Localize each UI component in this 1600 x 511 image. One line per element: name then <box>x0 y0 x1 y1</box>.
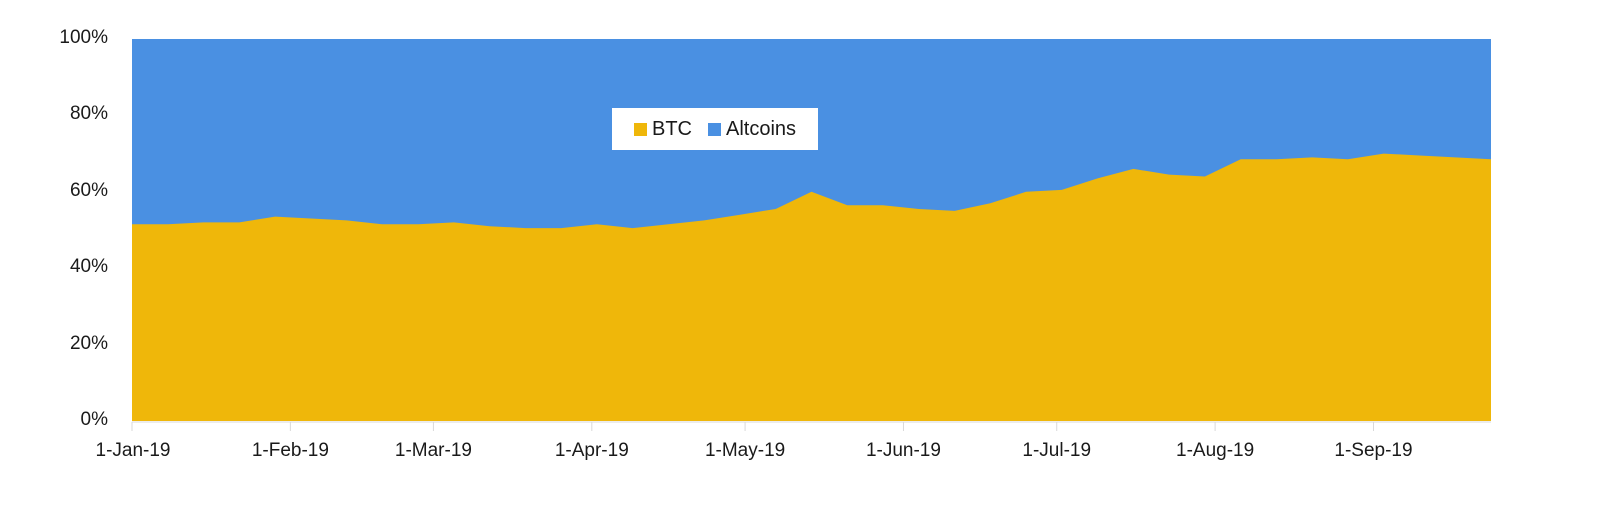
legend-label: BTC <box>651 117 692 140</box>
y-tick-label: 40% <box>69 256 108 278</box>
altcoins-swatch-icon <box>707 122 721 136</box>
x-tick-label: 1-Apr-19 <box>554 440 629 461</box>
x-tick-label: 1-Jul-19 <box>1022 440 1092 461</box>
legend-label: Altcoins <box>725 117 797 140</box>
btc-area <box>132 153 1491 421</box>
y-tick-label: 80% <box>69 103 108 125</box>
legend-item-btc: BTC <box>633 117 692 141</box>
x-tick-label: 1-Sep-19 <box>1334 440 1413 461</box>
x-tick-label: 1-Jun-19 <box>865 440 941 461</box>
y-tick-label: 60% <box>69 179 108 201</box>
x-tick-label: 1-Jan-19 <box>95 440 171 461</box>
y-tick-label: 0% <box>80 409 108 430</box>
btc-swatch-icon <box>633 122 647 136</box>
y-tick-label: 100% <box>59 27 108 48</box>
x-tick-label: 1-Feb-19 <box>251 440 329 461</box>
legend-item-altcoins: Altcoins <box>707 117 797 141</box>
x-tick-label: 1-Mar-19 <box>394 440 472 461</box>
y-tick-label: 20% <box>69 332 108 354</box>
x-tick-label: 1-Aug-19 <box>1176 440 1255 461</box>
legend: BTC Altcoins <box>612 108 818 150</box>
x-axis <box>131 421 1491 431</box>
x-tick-label: 1-May-19 <box>704 440 786 461</box>
